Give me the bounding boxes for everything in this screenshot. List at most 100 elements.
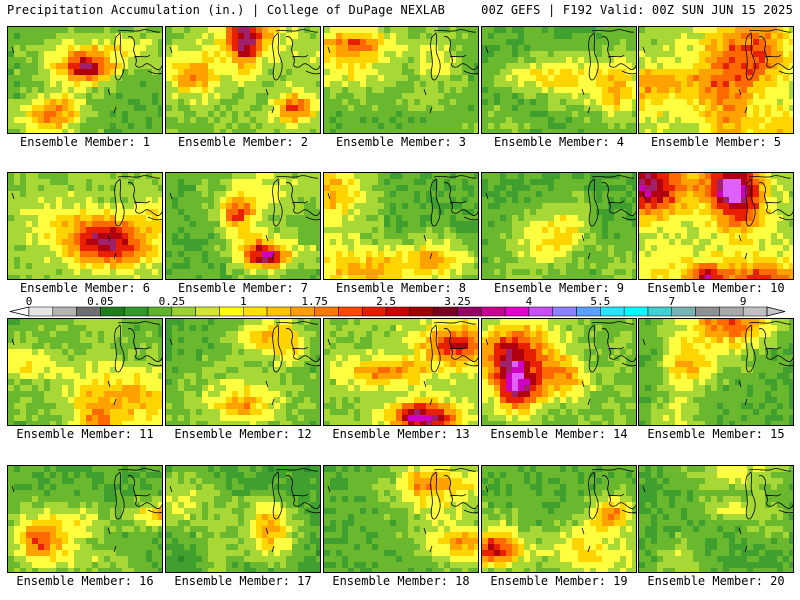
- ensemble-member-label: Ensemble Member: 12: [174, 427, 312, 441]
- ensemble-member-map: [481, 318, 637, 426]
- ensemble-member-label: Ensemble Member: 13: [332, 427, 470, 441]
- colorbar-tick-label: 9: [740, 296, 747, 308]
- colorbar-swatch: [171, 306, 196, 317]
- colorbar-tick-label: 5.5: [590, 296, 610, 308]
- great-lakes-outline: [169, 29, 320, 114]
- colorbar-swatch: [76, 306, 101, 317]
- colorbar-swatch: [385, 306, 411, 317]
- ensemble-member-label: Ensemble Member: 15: [647, 427, 785, 441]
- great-lakes-outline: [642, 468, 793, 553]
- ensemble-member-map: [481, 465, 637, 573]
- colorbar-tick-label: 0.25: [159, 296, 186, 308]
- precipitation-field: [639, 173, 793, 279]
- colorbar-tick-label: 2.5: [376, 296, 396, 308]
- colorbar-swatch: [123, 306, 149, 317]
- colorbar-swatch: [100, 306, 125, 317]
- ensemble-member-map: [7, 26, 163, 134]
- ensemble-member-label: Ensemble Member: 20: [647, 574, 785, 588]
- great-lakes-outline: [642, 29, 793, 114]
- ensemble-member-label: Ensemble Member: 9: [493, 281, 625, 295]
- great-lakes-outline: [327, 29, 478, 114]
- colorbar-tick-label: 1.75: [301, 296, 328, 308]
- precipitation-field: [8, 319, 162, 425]
- ensemble-member-map: [7, 465, 163, 573]
- colorbar-swatch: [719, 306, 744, 317]
- colorbar-swatch: [219, 306, 244, 317]
- precipitation-field: [639, 466, 793, 572]
- great-lakes-outline: [485, 175, 636, 260]
- precipitation-field: [166, 466, 320, 572]
- ensemble-member-map: [323, 26, 479, 134]
- ensemble-member-map: [323, 465, 479, 573]
- precipitation-field: [482, 466, 636, 572]
- colorbar-swatch: [409, 306, 434, 317]
- great-lakes-outline: [169, 468, 320, 553]
- great-lakes-outline: [485, 29, 636, 114]
- colorbar-tick-label: 0.05: [87, 296, 114, 308]
- colorbar-tick-label: 0: [26, 296, 33, 308]
- ensemble-member-map: [323, 318, 479, 426]
- ensemble-member-label: Ensemble Member: 5: [650, 135, 782, 149]
- great-lakes-outline: [642, 321, 793, 406]
- great-lakes-outline: [169, 175, 320, 260]
- ensemble-member-label: Ensemble Member: 16: [16, 574, 154, 588]
- colorbar-swatch: [52, 306, 77, 317]
- great-lakes-outline: [485, 468, 636, 553]
- great-lakes-outline: [642, 175, 793, 260]
- colorbar-swatch: [528, 306, 553, 317]
- precipitation-field: [324, 466, 478, 572]
- precipitation-field: [639, 319, 793, 425]
- ensemble-member-label: Ensemble Member: 4: [493, 135, 625, 149]
- colorbar-swatch: [314, 306, 339, 317]
- colorbar-swatch: [552, 306, 577, 317]
- great-lakes-outline: [11, 29, 162, 114]
- ensemble-member-label: Ensemble Member: 11: [16, 427, 154, 441]
- precipitation-field: [166, 319, 320, 425]
- great-lakes-outline: [485, 321, 636, 406]
- colorbar-swatch: [504, 306, 530, 317]
- colorbar-swatch: [433, 306, 458, 317]
- precipitation-field: [324, 319, 478, 425]
- precipitation-field: [639, 27, 793, 133]
- great-lakes-outline: [169, 321, 320, 406]
- ensemble-member-map: [481, 172, 637, 280]
- ensemble-member-label: Ensemble Member: 2: [177, 135, 309, 149]
- colorbar-min-arrow: [9, 306, 30, 317]
- ensemble-member-label: Ensemble Member: 18: [332, 574, 470, 588]
- precipitation-field: [482, 27, 636, 133]
- ensemble-member-map: [7, 172, 163, 280]
- great-lakes-outline: [11, 321, 162, 406]
- colorbar-swatch: [243, 306, 268, 317]
- precipitation-field: [324, 173, 478, 279]
- ensemble-member-label: Ensemble Member: 7: [177, 281, 309, 295]
- colorbar-swatch: [362, 306, 387, 317]
- colorbar-swatch: [695, 306, 720, 317]
- ensemble-member-map: [638, 172, 794, 280]
- precipitation-field: [324, 27, 478, 133]
- ensemble-member-label: Ensemble Member: 3: [335, 135, 467, 149]
- ensemble-member-map: [323, 172, 479, 280]
- precipitation-field: [8, 27, 162, 133]
- ensemble-member-map: [481, 26, 637, 134]
- great-lakes-outline: [327, 321, 478, 406]
- great-lakes-outline: [11, 175, 162, 260]
- ensemble-member-map: [165, 465, 321, 573]
- colorbar-swatch: [195, 306, 220, 317]
- ensemble-member-label: Ensemble Member: 10: [647, 281, 785, 295]
- colorbar-tick-label: 7: [668, 296, 675, 308]
- ensemble-member-label: Ensemble Member: 8: [335, 281, 467, 295]
- colorbar-swatch: [147, 306, 173, 317]
- ensemble-member-map: [165, 172, 321, 280]
- ensemble-member-label: Ensemble Member: 14: [490, 427, 628, 441]
- ensemble-member-map: [638, 465, 794, 573]
- model-run-valid-time: 00Z GEFS | F192 Valid: 00Z SUN JUN 15 20…: [481, 3, 793, 17]
- colorbar-swatch: [481, 306, 506, 317]
- colorbar-max-arrow: [766, 306, 786, 317]
- precipitation-field: [482, 173, 636, 279]
- colorbar-swatch: [338, 306, 363, 317]
- precipitation-field: [482, 319, 636, 425]
- colorbar-swatch: [647, 306, 673, 317]
- ensemble-member-label: Ensemble Member: 19: [490, 574, 628, 588]
- ensemble-member-map: [165, 26, 321, 134]
- ensemble-member-map: [165, 318, 321, 426]
